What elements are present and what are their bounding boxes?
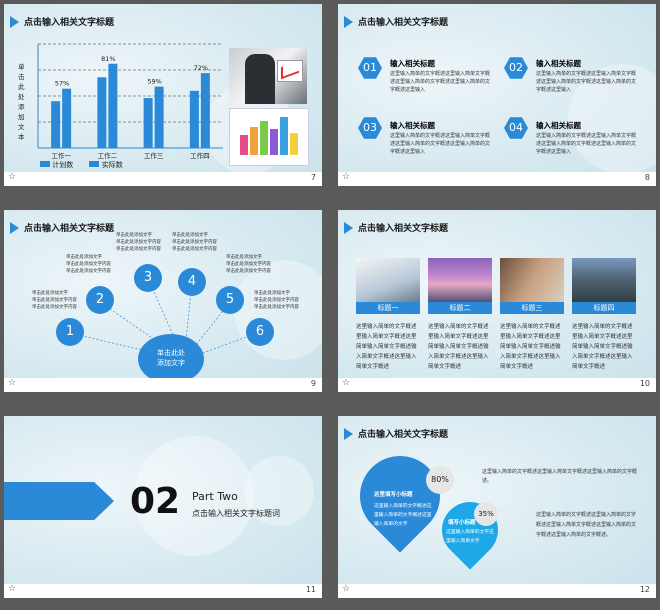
bar-plan (143, 98, 153, 148)
right-text-2: 这里输入简单的文字概述这里输入简单的文字概述这里输入简单文字概述这里输入简单的文… (536, 512, 637, 538)
drop1-body: 这里输入简单的文字概述这里输入简单的文字概述这里输入简单的文字 (374, 504, 432, 527)
node-5: 5 (216, 286, 244, 314)
node-text-6: 单击此处添加文字 单击此处添加文字内容 单击此处添加文字内容 (254, 291, 299, 310)
slide-8[interactable]: 点击输入相关文字标题 01 输入相关标题 这里输入简单的文字概述这里输入简单文字… (338, 4, 656, 186)
drop2-title: 填写小标题 (448, 520, 476, 526)
slide-7[interactable]: 点击输入相关文字标题 单击此处添加文本 57% 工作一 81% 工作二 59% 工作三 72… (4, 4, 322, 186)
x-tick-label: 工作一 (51, 151, 71, 160)
node-text-2: 单击此处添加文字 单击此处添加文字内容 单击此处添加文字内容 (66, 255, 111, 274)
node-text-5: 单击此处添加文字 单击此处添加文字内容 单击此处添加文字内容 (226, 255, 271, 274)
photo-1 (356, 258, 420, 302)
node-text-3: 单击此处添加文字 单击此处添加文字内容 单击此处添加文字内容 (116, 233, 161, 252)
bar-actual (154, 86, 164, 148)
bar-plan (97, 77, 107, 148)
body-4: 这里输入简单的文字概述里输入简单文字概述这里简单输入简单文字概述输入简单文字概述… (572, 324, 633, 370)
x-tick-label: 工作三 (144, 151, 164, 160)
node-1: 1 (56, 318, 84, 346)
y-axis-label: 单击此处添加文本 (18, 63, 25, 141)
legend: 计划数 实际数 (40, 160, 123, 170)
photo-3 (500, 258, 564, 302)
footer: ☆ 10 (338, 378, 656, 392)
pct-80-circle: 80% (426, 466, 454, 494)
caption-3: 标题三 (500, 302, 564, 314)
photo-business (229, 48, 307, 104)
node-text-4: 单击此处添加文字 单击此处添加文字内容 单击此处添加文字内容 (172, 233, 217, 252)
drop1-title: 这里填写小标题 (374, 492, 413, 498)
node-2: 2 (86, 286, 114, 314)
caption-4: 标题四 (572, 302, 636, 314)
data-label: 59% (147, 78, 161, 86)
slide-10[interactable]: 点击输入相关文字标题 标题一 标题二 标题三 标题四 这里输入简单的文字概述里输… (338, 210, 656, 392)
node-4: 4 (178, 268, 206, 296)
footer: ☆ 8 (338, 172, 656, 186)
body-2: 这里输入简单的文字概述里输入简单文字概述这里简单输入简单文字概述输入简单文字概述… (428, 324, 489, 370)
right-text-1: 这里输入简单的文字概述这里输入简单文字概述这里输入简单的文字概述。 (482, 469, 638, 484)
slide-12[interactable]: 点击输入相关文字标题 80% 35% 这里填写小标题 这里输入简单的文字概述这里… (338, 416, 656, 598)
photo-3d-chart (229, 108, 309, 166)
bar-plan (189, 90, 199, 148)
pct-35-circle: 35% (474, 502, 498, 526)
caption-2: 标题二 (428, 302, 492, 314)
bar-actual (62, 88, 72, 148)
section-number: 02 (130, 481, 181, 522)
caption-1: 标题一 (356, 302, 420, 314)
x-tick-label: 工作二 (98, 151, 118, 160)
footer: ☆ 12 (338, 584, 656, 598)
drop2-body: 这里输入简单的文字这里输入简单文字 (446, 530, 494, 544)
node-6: 6 (246, 318, 274, 346)
footer: ☆ 9 (4, 378, 322, 392)
slide-9[interactable]: 点击输入相关文字标题 单击此处 添加文字 1 2 3 4 5 6 单击此处添加文… (4, 210, 322, 392)
photo-2 (428, 258, 492, 302)
part-label: Part Two (192, 490, 238, 503)
node-3: 3 (134, 264, 162, 292)
bar-actual (108, 63, 118, 148)
body-3: 这里输入简单的文字概述里输入简单文字概述这里简单输入简单文字概述输入简单文字概述… (500, 324, 561, 370)
photo-4 (572, 258, 636, 302)
x-tick-label: 工作四 (190, 151, 210, 160)
data-label: 57% (55, 80, 69, 88)
node-text-1: 单击此处添加文字 单击此处添加文字内容 单击此处添加文字内容 (32, 291, 77, 310)
bar-actual (200, 73, 210, 148)
slide-11[interactable]: 02 Part Two 点击输入相关文字标题词 ☆ 11 (4, 416, 322, 598)
section-arrow (4, 482, 114, 520)
footer: ☆ 7 (4, 172, 322, 186)
data-label: 72% (194, 64, 208, 72)
data-label: 81% (101, 55, 115, 63)
body-1: 这里输入简单的文字概述里输入简单文字概述这里简单输入简单文字概述输入简单文字概述… (356, 324, 417, 370)
bar-plan (51, 101, 61, 148)
footer: ☆ 11 (4, 584, 322, 598)
bar-chart: 57% 工作一 81% 工作二 59% 工作三 72% 工作四 (37, 43, 223, 160)
part-subtitle: 点击输入相关文字标题词 (192, 509, 280, 518)
center-circle: 单击此处 添加文字 (138, 334, 204, 384)
